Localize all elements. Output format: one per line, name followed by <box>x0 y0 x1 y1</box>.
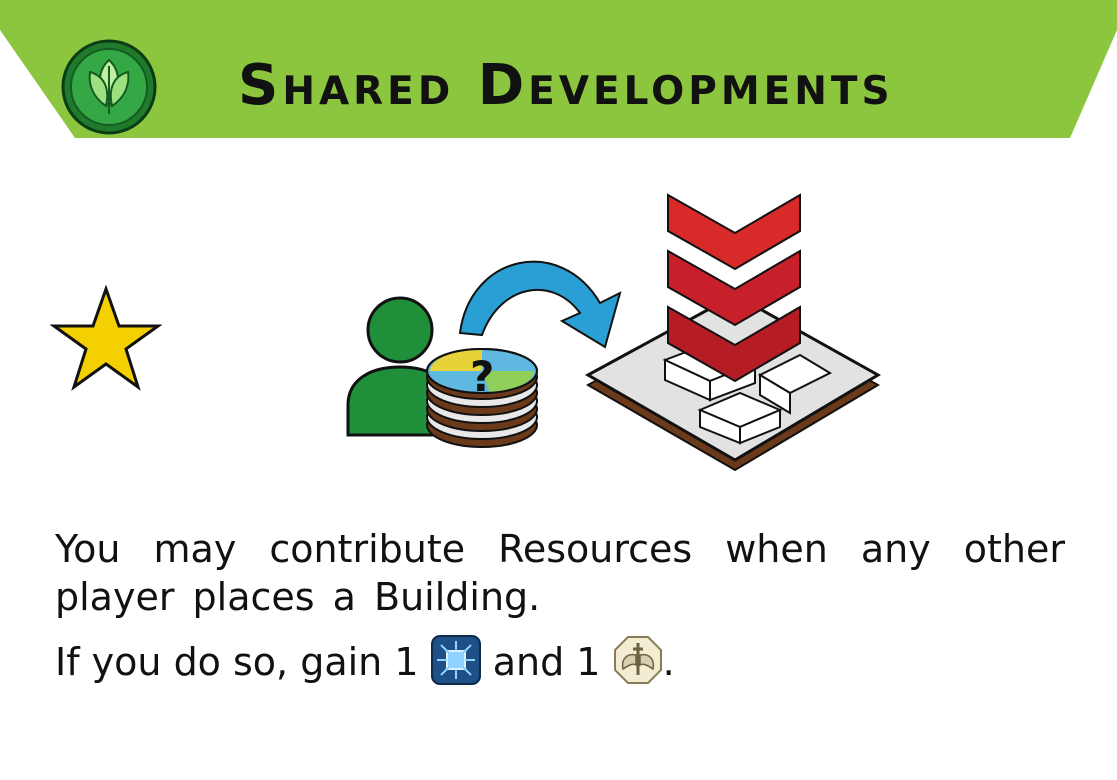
mystery-question-mark: ? <box>470 352 494 401</box>
transfer-arrow <box>458 260 622 349</box>
title-banner: Shared Developments <box>0 0 1117 138</box>
leaf-badge-icon <box>61 39 157 135</box>
rule-line-2: If you do so, gain 1 and 1 . <box>55 635 1065 686</box>
card-title: Shared Developments <box>238 53 894 118</box>
rule-line-2-middle: and 1 <box>492 640 601 684</box>
rule-line-2-prefix: If you do so, gain 1 <box>55 640 419 684</box>
rule-line-1: You may contribute Resources when any ot… <box>55 527 1065 619</box>
chevron-stack <box>667 193 801 383</box>
tech-chip-icon <box>430 635 481 685</box>
military-emblem-icon <box>613 636 662 684</box>
contribute-resources-illustration: ? <box>346 193 882 472</box>
rules-text: You may contribute Resources when any ot… <box>55 525 1065 686</box>
rule-line-2-period: . <box>662 640 675 684</box>
resource-disc-stack <box>426 348 538 448</box>
star-icon <box>50 285 162 391</box>
banner-background <box>0 0 1117 138</box>
